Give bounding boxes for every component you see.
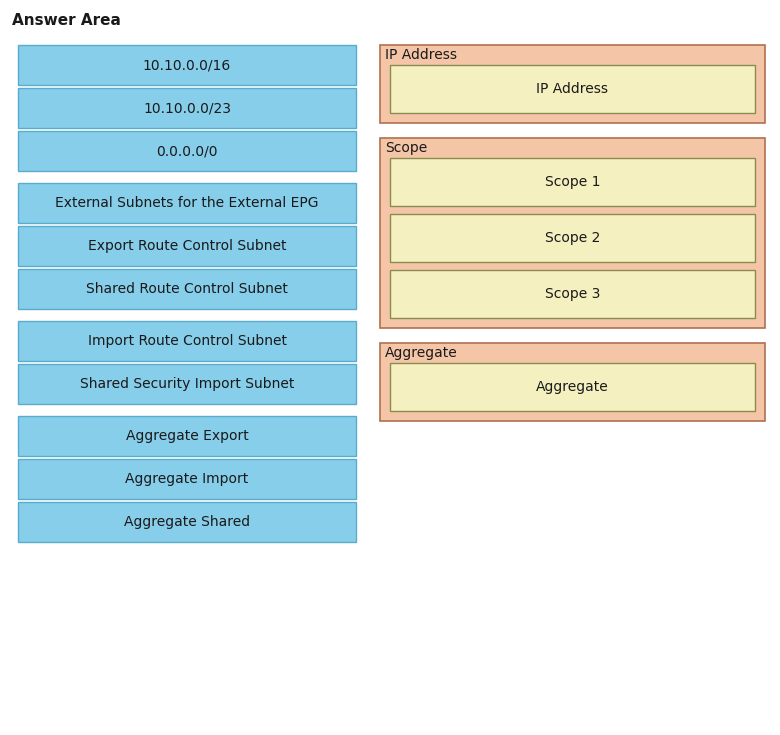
FancyBboxPatch shape	[18, 45, 356, 85]
FancyBboxPatch shape	[18, 459, 356, 499]
Text: Aggregate Shared: Aggregate Shared	[124, 515, 250, 529]
FancyBboxPatch shape	[390, 158, 755, 206]
Text: IP Address: IP Address	[385, 48, 457, 62]
FancyBboxPatch shape	[18, 131, 356, 171]
Text: Aggregate: Aggregate	[536, 380, 609, 394]
FancyBboxPatch shape	[390, 214, 755, 262]
Text: Aggregate: Aggregate	[385, 346, 458, 360]
Text: Export Route Control Subnet: Export Route Control Subnet	[87, 239, 286, 253]
FancyBboxPatch shape	[390, 270, 755, 318]
Text: Scope: Scope	[385, 141, 427, 155]
FancyBboxPatch shape	[18, 226, 356, 266]
FancyBboxPatch shape	[18, 269, 356, 309]
Text: Scope 3: Scope 3	[544, 287, 600, 301]
FancyBboxPatch shape	[18, 416, 356, 456]
Text: Answer Area: Answer Area	[12, 13, 121, 28]
FancyBboxPatch shape	[380, 343, 765, 421]
FancyBboxPatch shape	[390, 363, 755, 411]
Text: IP Address: IP Address	[537, 82, 608, 96]
FancyBboxPatch shape	[18, 502, 356, 542]
FancyBboxPatch shape	[380, 45, 765, 123]
FancyBboxPatch shape	[18, 364, 356, 404]
Text: Import Route Control Subnet: Import Route Control Subnet	[87, 334, 286, 348]
Text: Aggregate Export: Aggregate Export	[126, 429, 248, 443]
FancyBboxPatch shape	[390, 65, 755, 113]
Text: 0.0.0.0/0: 0.0.0.0/0	[156, 144, 218, 158]
FancyBboxPatch shape	[18, 183, 356, 223]
Text: External Subnets for the External EPG: External Subnets for the External EPG	[55, 196, 319, 210]
Text: Scope 1: Scope 1	[544, 175, 601, 189]
Text: Shared Route Control Subnet: Shared Route Control Subnet	[86, 282, 288, 296]
FancyBboxPatch shape	[18, 321, 356, 361]
Text: 10.10.0.0/16: 10.10.0.0/16	[143, 58, 231, 72]
Text: Aggregate Import: Aggregate Import	[126, 472, 249, 486]
FancyBboxPatch shape	[18, 88, 356, 128]
Text: 10.10.0.0/23: 10.10.0.0/23	[143, 101, 231, 115]
Text: Shared Security Import Subnet: Shared Security Import Subnet	[80, 377, 294, 391]
FancyBboxPatch shape	[380, 138, 765, 328]
Text: Scope 2: Scope 2	[544, 231, 600, 245]
